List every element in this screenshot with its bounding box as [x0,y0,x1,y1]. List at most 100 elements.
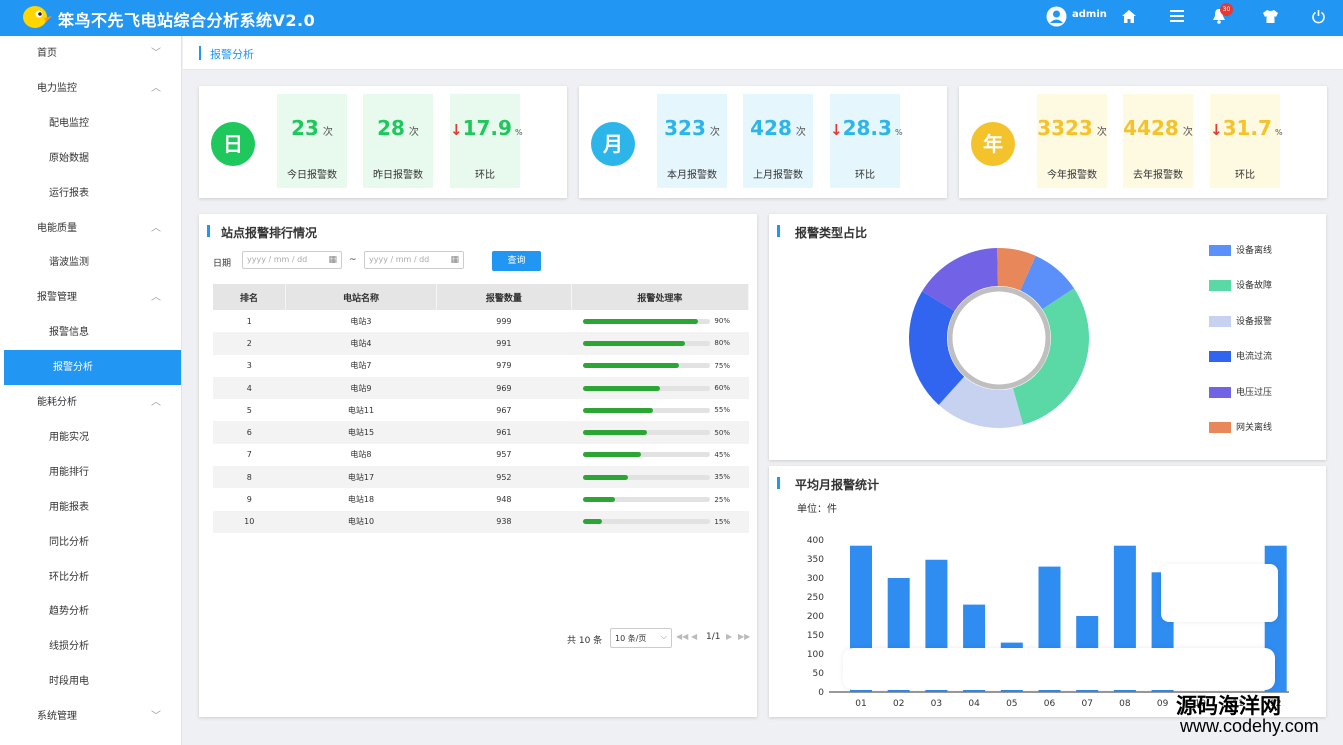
sidebar-item[interactable]: 首页 ﹀ [0,36,181,71]
progress-percent: 60% [714,384,730,393]
column-header[interactable]: 排名 [213,284,286,310]
start-date-input[interactable]: yyyy / mm / dd ▦ [242,251,342,269]
cell-count: 991 [436,332,572,355]
bar-title: 平均月报警统计 [795,478,880,492]
cell-rank: 3 [213,354,286,377]
legend-swatch [1209,351,1231,363]
table-row[interactable]: 4 电站9 969 60% [213,376,749,400]
stat-value-row: ↓17.9% [450,116,523,140]
x-tick-label: 03 [931,699,942,709]
legend-item[interactable]: 电压过压 [1209,386,1272,399]
alarm-type-panel: 报警类型占比 设备离线 设备故障 设备报警 电流过流 电压过压 网关离线 [769,214,1326,460]
donut-chart [909,248,1089,428]
sidebar-item[interactable]: 趋势分析 [0,594,181,629]
chevron-up-icon[interactable]: ︿ [151,397,161,408]
stat-value-row: 428 次 [743,116,813,140]
menu-icon[interactable] [1170,10,1184,25]
sidebar-item[interactable]: 报警分析 [4,350,181,386]
column-header[interactable]: 报警处理率 [571,284,750,310]
sidebar-item[interactable]: 配电监控 [0,106,181,141]
sidebar-item[interactable]: 线损分析 [0,629,181,664]
end-date-input[interactable]: yyyy / mm / dd ▦ [364,251,464,269]
username[interactable]: admin [1072,9,1107,20]
last-page-icon[interactable]: ▶▶ [738,632,751,641]
calendar-icon[interactable]: ▦ [450,255,459,265]
stat-value: 31.7 [1222,116,1272,140]
pie-slice[interactable] [1012,288,1089,425]
sidebar-item[interactable]: 电能质量 ︿ [0,211,181,246]
column-header[interactable]: 报警数量 [436,284,572,310]
table-row[interactable]: 7 电站8 957 45% [213,443,749,467]
chevron-up-icon[interactable]: ︿ [151,292,161,304]
y-tick-label: 0 [818,688,824,698]
sidebar-item[interactable]: 谐波监测 [0,245,181,280]
table-row[interactable]: 1 电站3 999 90% [213,310,749,333]
cell-rank: 6 [213,421,286,444]
legend-item[interactable]: 设备离线 [1209,245,1272,257]
cell-rank: 4 [213,376,286,400]
calendar-icon[interactable]: ▦ [328,255,337,265]
sidebar-item[interactable]: 用能排行 [0,455,181,490]
chevron-down-icon[interactable]: ﹀ [151,711,161,723]
sidebar-item[interactable]: 运行报表 [0,176,181,211]
progress-fill [583,407,654,413]
table-row[interactable]: 5 电站11 967 55% [213,399,749,422]
next-page-icon[interactable]: ▶ [726,632,733,641]
sidebar-item[interactable]: 用能报表 [0,490,181,525]
legend-item[interactable]: 设备报警 [1209,315,1272,328]
chevron-down-icon[interactable]: ﹀ [151,48,161,59]
sidebar-item[interactable]: 原始数据 [0,141,181,176]
tooltip-overlay [1161,564,1278,622]
sidebar-item[interactable]: 同比分析 [0,525,181,560]
sidebar-item[interactable]: 用能实况 [0,420,181,455]
stat-label: 环比 [855,170,875,181]
cell-rate: 15% [571,510,749,533]
page-size-select[interactable]: 10 条/页 ⌵ [610,628,672,648]
sidebar-item[interactable]: 环比分析 [0,560,181,595]
sidebar-item[interactable]: 时段用电 [0,664,181,699]
x-tick-label: 12 [1270,699,1281,709]
stat-label: 上月报警数 [753,170,803,181]
progress-fill [583,340,685,346]
donut-inner-ring [947,286,1051,390]
table-row[interactable]: 9 电站18 948 25% [213,488,749,511]
pie-slice[interactable] [922,248,998,312]
chevron-up-icon[interactable]: ︿ [151,222,161,234]
column-header[interactable]: 电站名称 [285,284,437,310]
sidebar-item-label: 原始数据 [49,152,89,164]
sidebar-item[interactable]: 报警管理 ︿ [0,280,181,315]
first-page-icon[interactable]: ◀◀ [676,632,689,641]
cell-name: 电站10 [285,510,437,533]
legend-item[interactable]: 电流过流 [1209,351,1272,363]
user-avatar-icon[interactable] [1046,6,1067,30]
home-icon[interactable] [1121,9,1137,27]
pie-slice[interactable] [1020,255,1075,310]
chevron-up-icon[interactable]: ︿ [151,82,161,94]
pie-slice[interactable] [909,291,965,405]
legend-item[interactable]: 设备故障 [1209,280,1272,292]
table-row[interactable]: 2 电站4 991 80% [213,332,749,355]
table-row[interactable]: 10 电站10 938 15% [213,510,749,533]
sidebar-item[interactable]: 电力监控 ︿ [0,71,181,106]
table-row[interactable]: 6 电站15 961 50% [213,421,749,444]
down-arrow-icon: ↓ [450,121,463,139]
shirt-icon[interactable] [1262,9,1279,27]
stat-value: 23 [291,116,319,140]
y-tick-label: 200 [807,612,824,622]
sidebar-item[interactable]: 能耗分析 ︿ [0,385,181,420]
prev-page-icon[interactable]: ◀ [691,632,698,641]
progress-fill [583,497,616,503]
query-button[interactable]: 查询 [492,251,541,271]
sidebar-item[interactable]: 报警信息 [0,315,181,350]
breadcrumb-text[interactable]: 报警分析 [210,48,254,61]
pie-slice[interactable] [997,248,1036,291]
table-row[interactable]: 8 电站17 952 35% [213,466,749,489]
progress-percent: 50% [714,428,730,437]
sidebar-item[interactable]: 系统管理 ﹀ [0,699,181,734]
progress-percent: 55% [714,406,730,415]
table-row[interactable]: 3 电站7 979 75% [213,354,749,377]
power-icon[interactable] [1311,9,1326,27]
pie-slice[interactable] [938,376,1024,428]
cell-rank: 8 [213,466,286,489]
legend-item[interactable]: 网关离线 [1209,422,1272,434]
